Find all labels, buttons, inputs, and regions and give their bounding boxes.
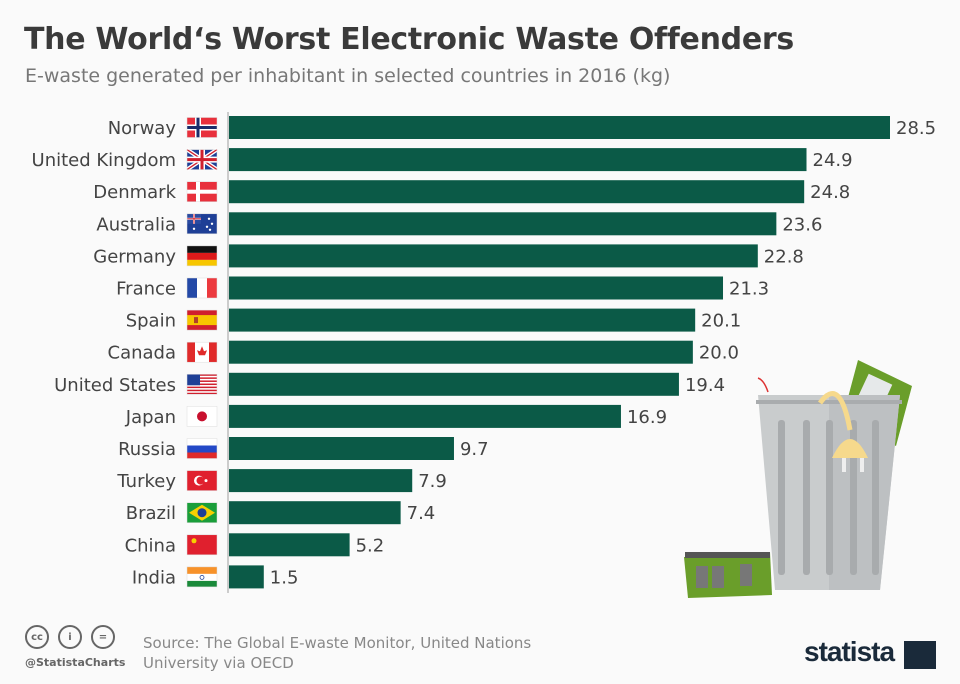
source-line-1: Source: The Global E-waste Monitor, Unit… (143, 634, 532, 652)
bar-row: China 5.2 (125, 533, 385, 557)
canada-flag (186, 341, 218, 363)
value-label: 20.1 (701, 311, 741, 332)
bar (229, 148, 807, 172)
category-label: France (116, 279, 176, 300)
australia-flag (186, 213, 218, 235)
category-label: Russia (118, 439, 176, 460)
bar (229, 276, 724, 300)
bar-row: Japan 16.9 (125, 404, 667, 428)
category-label: Canada (108, 343, 177, 364)
by-icon: i (58, 625, 82, 649)
norway-flag (186, 117, 218, 138)
japan-flag (186, 406, 218, 427)
bar (229, 533, 350, 557)
bar (229, 212, 777, 236)
trash-can-illustration (684, 360, 912, 598)
value-label: 24.9 (813, 150, 853, 171)
bar-row: France 21.3 (116, 276, 769, 300)
bar (229, 437, 454, 460)
india-flag (186, 566, 218, 588)
statista-logo[interactable]: statista (804, 636, 895, 667)
category-label: United Kingdom (32, 150, 176, 171)
value-label: 24.8 (810, 182, 850, 203)
value-label: 22.8 (764, 246, 804, 267)
bar (229, 308, 696, 332)
category-label: United States (54, 375, 176, 396)
bar-row: Russia 9.7 (118, 437, 489, 460)
russia-flag (186, 438, 218, 459)
value-label: 7.4 (407, 503, 436, 524)
usa-flag (186, 374, 218, 395)
brazil-flag (186, 502, 218, 523)
twitter-handle[interactable]: @StatistaCharts (25, 656, 126, 669)
value-label: 28.5 (896, 118, 936, 139)
bar (229, 469, 413, 493)
denmark-flag (186, 181, 218, 202)
bar (229, 244, 758, 268)
category-label: Australia (96, 214, 176, 235)
bar-row: Canada 20.0 (108, 340, 739, 364)
germany-flag (186, 245, 218, 267)
bar-row: Norway 28.5 (108, 116, 936, 139)
bar-row: United Kingdom 24.9 (32, 147, 853, 172)
bar-row: Spain 20.1 (126, 308, 741, 332)
category-label: China (125, 535, 176, 556)
value-label: 19.4 (685, 375, 725, 396)
source-text: Source: The Global E-waste Monitor, Unit… (143, 633, 531, 673)
chart-title: The World‘s Worst Electronic Waste Offen… (24, 22, 794, 57)
value-label: 7.9 (418, 471, 447, 492)
category-label: Japan (125, 407, 176, 428)
nd-icon: = (91, 625, 115, 649)
bar-row: Australia 23.6 (96, 212, 822, 236)
bar (229, 501, 401, 525)
bar-row: Denmark 24.8 (93, 180, 850, 204)
value-label: 1.5 (270, 567, 299, 588)
chart-subtitle: E-waste generated per inhabitant in sele… (25, 65, 671, 87)
source-line-2: University via OECD (143, 654, 294, 672)
turkey-flag (186, 470, 218, 491)
value-label: 23.6 (782, 214, 822, 235)
china-flag (186, 534, 218, 556)
bar (229, 180, 805, 204)
uk-flag (185, 147, 219, 172)
bar (229, 116, 890, 139)
bar-row: Germany 22.8 (93, 244, 804, 268)
value-label: 5.2 (356, 535, 385, 556)
category-label: Turkey (116, 471, 176, 492)
cc-icon: cc (25, 625, 49, 649)
spain-flag (186, 309, 218, 331)
value-label: 16.9 (627, 407, 667, 428)
category-label: Germany (93, 246, 176, 267)
value-label: 20.0 (699, 343, 739, 364)
statista-logo-mark (904, 641, 936, 669)
france-flag (186, 277, 218, 299)
value-label: 9.7 (460, 439, 489, 460)
bar (229, 404, 621, 428)
value-label: 21.3 (729, 279, 769, 300)
category-label: Norway (108, 118, 177, 139)
bar-row: Turkey 7.9 (116, 469, 447, 493)
bar (229, 565, 264, 589)
bar-row: United States 19.4 (54, 372, 725, 396)
category-label: Spain (126, 311, 176, 332)
bar-row: India 1.5 (132, 565, 299, 589)
bar (229, 340, 693, 364)
bar-row: Brazil 7.4 (126, 501, 436, 525)
bar (229, 372, 679, 396)
category-label: India (132, 567, 176, 588)
category-label: Denmark (93, 182, 176, 203)
category-label: Brazil (126, 503, 176, 524)
